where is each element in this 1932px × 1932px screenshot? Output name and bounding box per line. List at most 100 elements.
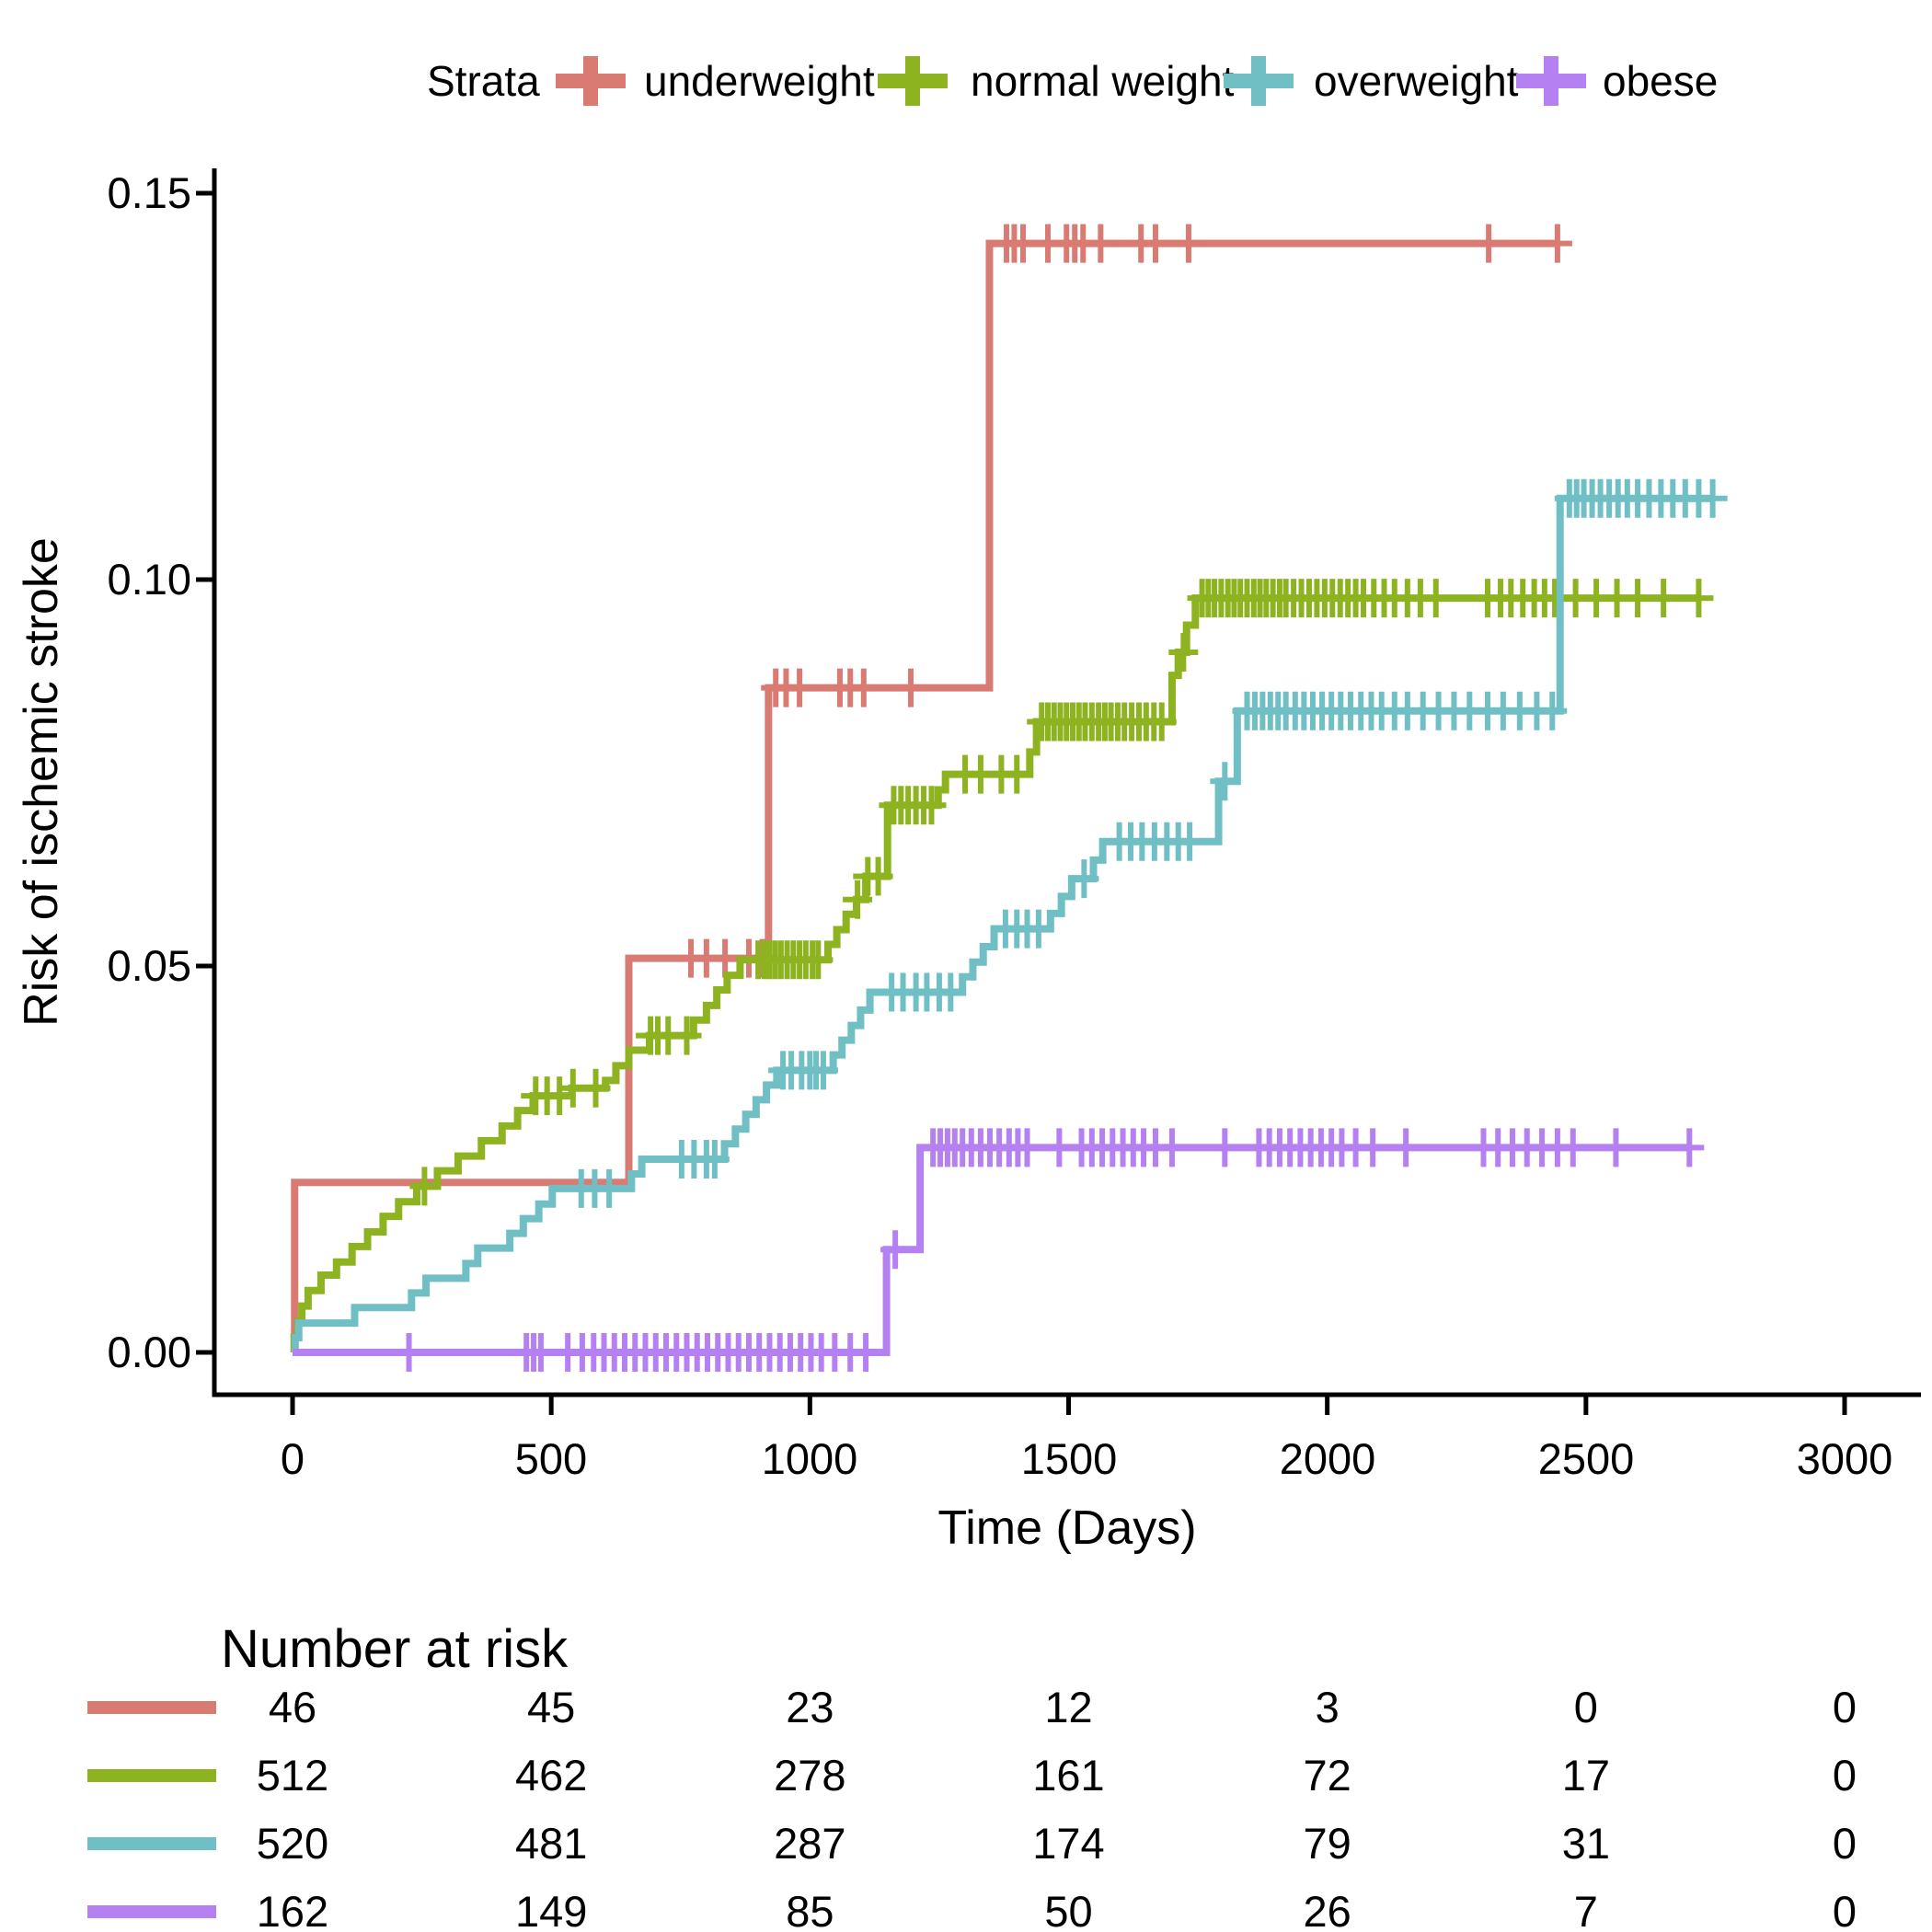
curve-normal-weight [290, 594, 1699, 1356]
risk-count-normal-weight-t2500: 17 [1562, 1751, 1610, 1800]
x-tick-2500: 2500 [1538, 1434, 1635, 1483]
x-tick-500: 500 [515, 1434, 587, 1483]
risk-count-underweight-t500: 45 [527, 1683, 575, 1731]
censor-mark-underweight [895, 668, 926, 707]
risk-count-normal-weight-t3000: 0 [1833, 1751, 1857, 1800]
risk-count-normal-weight-t1000: 278 [774, 1751, 845, 1800]
censor-mark-normal-weight [581, 1068, 611, 1108]
censor-mark-normal-weight [409, 1167, 440, 1206]
x-axis-tick-labels: 0 500 1000 1500 2000 2500 3000 [281, 1434, 1892, 1483]
risk-count-obese-t2500: 7 [1574, 1887, 1598, 1932]
risk-count-obese-t1000: 85 [786, 1887, 834, 1932]
x-tick-2000: 2000 [1280, 1434, 1376, 1483]
legend-marker-overweight-icon [1251, 56, 1266, 106]
censor-mark-normal-weight [672, 1016, 702, 1055]
censor-mark-underweight [848, 668, 879, 707]
censor-mark-normal-weight [803, 940, 834, 980]
risk-count-overweight-t2000: 79 [1304, 1819, 1351, 1868]
censor-mark-normal-weight [1684, 579, 1714, 618]
y-axis-title: Risk of ischemic stroke [15, 537, 68, 1027]
risk-count-obese-t0: 162 [257, 1887, 328, 1932]
censor-mark-obese [1156, 1128, 1187, 1167]
censor-mark-obese [1012, 1128, 1042, 1167]
risk-count-obese-t1500: 50 [1044, 1887, 1092, 1932]
censor-mark-obese [880, 1230, 911, 1270]
legend-label-underweight: underweight [644, 57, 875, 105]
risk-count-overweight-t1000: 287 [774, 1819, 845, 1868]
y-axis-tick-labels: 0.00 0.05 0.10 0.15 [108, 168, 191, 1376]
censor-mark-overweight [808, 1051, 838, 1090]
risk-count-underweight-t2000: 3 [1316, 1683, 1340, 1731]
censor-mark-normal-weight [1002, 754, 1032, 794]
censor-mark-normal-weight [843, 880, 873, 919]
censor-mark-overweight [1697, 478, 1728, 518]
x-tick-3000: 3000 [1797, 1434, 1893, 1483]
y-tick-0.00: 0.00 [108, 1328, 191, 1376]
y-tick-0.05: 0.05 [108, 941, 191, 990]
censor-mark-underweight [1140, 224, 1170, 263]
legend-marker-normal-weight-icon [905, 56, 920, 106]
censor-mark-overweight [936, 972, 966, 1012]
x-axis-title: Time (Days) [937, 1501, 1196, 1555]
censor-mark-obese [1391, 1128, 1421, 1167]
risk-count-overweight-t2500: 31 [1562, 1819, 1610, 1868]
risk-count-overweight-t0: 520 [257, 1819, 328, 1868]
risk-count-underweight-t1000: 23 [786, 1683, 834, 1731]
risk-count-overweight-t500: 481 [515, 1819, 587, 1868]
risk-count-overweight-t1500: 174 [1032, 1819, 1104, 1868]
legend: Strata underweight normal weight overwei… [427, 57, 1718, 105]
x-tick-1000: 1000 [762, 1434, 858, 1483]
censor-mark-obese [1674, 1128, 1705, 1167]
risk-table-title: Number at risk [221, 1619, 569, 1679]
risk-count-normal-weight-t2000: 72 [1304, 1751, 1351, 1800]
risk-count-normal-weight-t500: 462 [515, 1751, 587, 1800]
risk-count-overweight-t3000: 0 [1833, 1819, 1857, 1868]
censor-mark-normal-weight [1623, 579, 1653, 618]
risk-count-normal-weight-t0: 512 [257, 1751, 328, 1800]
censor-mark-normal-weight [545, 1076, 575, 1116]
legend-label-normal-weight: normal weight [971, 57, 1235, 105]
risk-count-obese-t2000: 26 [1304, 1887, 1351, 1932]
censor-mark-overweight [1069, 859, 1099, 899]
chart-generated-content: 46 45 23 12 3 0 0 512 462 278 161 72 17 0 520 481 287 174… [87, 56, 1921, 1932]
censor-mark-normal-weight [916, 786, 947, 825]
censor-mark-obese [1558, 1128, 1588, 1167]
censor-mark-normal-weight [1168, 632, 1199, 672]
risk-count-obese-t500: 149 [515, 1887, 587, 1932]
censor-mark-overweight [1537, 691, 1568, 730]
censor-mark-normal-weight [1146, 702, 1177, 742]
risk-count-underweight-t3000: 0 [1833, 1683, 1857, 1731]
censor-mark-normal-weight [863, 857, 893, 896]
censor-mark-underweight [1474, 224, 1504, 263]
censor-mark-overweight [1175, 822, 1205, 861]
censor-mark-obese [1358, 1128, 1388, 1167]
risk-count-underweight-t0: 46 [269, 1683, 316, 1731]
risk-count-underweight-t1500: 12 [1044, 1683, 1092, 1731]
risk-count-obese-t3000: 0 [1833, 1887, 1857, 1932]
legend-label-obese: obese [1603, 57, 1718, 105]
x-tick-0: 0 [281, 1434, 305, 1483]
x-tick-1500: 1500 [1021, 1434, 1118, 1483]
censor-mark-obese [1601, 1128, 1631, 1167]
legend-marker-obese-icon [1544, 56, 1558, 106]
censor-mark-underweight [1008, 224, 1039, 263]
censor-mark-overweight [1210, 762, 1240, 801]
censor-mark-underweight [1542, 224, 1572, 263]
risk-count-underweight-t2500: 0 [1574, 1683, 1598, 1731]
censor-mark-underweight [1173, 224, 1203, 263]
censor-mark-obese [851, 1333, 881, 1372]
censor-mark-underweight [785, 668, 815, 707]
y-tick-0.10: 0.10 [108, 555, 191, 604]
censor-mark-underweight [1086, 224, 1116, 263]
curve-overweight [291, 494, 1713, 1356]
censor-mark-normal-weight [1649, 579, 1679, 618]
censor-mark-overweight [1023, 909, 1053, 949]
censor-mark-overweight [699, 1140, 730, 1179]
legend-title: Strata [427, 57, 540, 105]
censor-mark-normal-weight [1420, 579, 1451, 618]
censor-mark-overweight [594, 1168, 625, 1208]
censor-mark-obese [525, 1333, 556, 1372]
censor-mark-obese [394, 1333, 424, 1372]
